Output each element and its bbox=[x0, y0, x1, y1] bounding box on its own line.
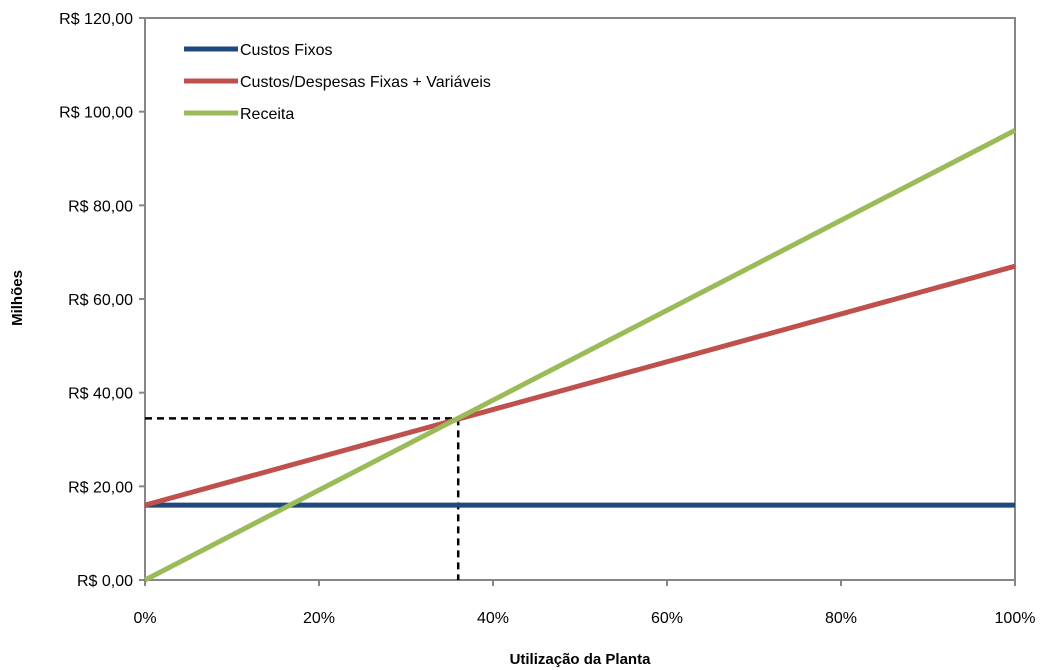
x-tick-label: 20% bbox=[303, 610, 335, 627]
legend-label-1: Custos/Despesas Fixas + Variáveis bbox=[240, 74, 491, 91]
series-lines bbox=[143, 128, 1017, 583]
plot-border bbox=[144, 17, 1016, 581]
break-even-guides bbox=[145, 417, 460, 580]
x-axis-title: Utilização da Planta bbox=[510, 651, 652, 668]
legend-label-0: Custos Fixos bbox=[240, 42, 332, 59]
series-line-2 bbox=[143, 128, 1017, 583]
x-tick-label: 0% bbox=[133, 610, 156, 627]
y-tick-label: R$ 40,00 bbox=[68, 386, 133, 403]
y-tick-label: R$ 0,00 bbox=[77, 573, 133, 590]
x-tick-label: 80% bbox=[825, 610, 857, 627]
series-line-1 bbox=[144, 263, 1016, 508]
y-tick-label: R$ 20,00 bbox=[68, 479, 133, 496]
x-axis: 0% 20% 40% 60% 80% 100% bbox=[133, 580, 1035, 627]
plot-area bbox=[144, 17, 1016, 581]
y-tick-label: R$ 100,00 bbox=[59, 105, 133, 122]
x-tick-label: 40% bbox=[477, 610, 509, 627]
x-tick-label: 60% bbox=[651, 610, 683, 627]
y-tick-label: R$ 60,00 bbox=[68, 292, 133, 309]
y-tick-label: R$ 120,00 bbox=[59, 11, 133, 28]
y-axis-title: Milhões bbox=[9, 270, 26, 326]
y-tick-label: R$ 80,00 bbox=[68, 198, 133, 215]
y-axis: R$ 0,00 R$ 20,00 R$ 40,00 R$ 60,00 R$ 80,00 R… bbox=[59, 11, 145, 590]
legend-label-2: Receita bbox=[240, 106, 294, 123]
legend: Custos Fixos Custos/Despesas Fixas + Vari… bbox=[184, 42, 491, 123]
x-tick-label: 100% bbox=[995, 610, 1036, 627]
